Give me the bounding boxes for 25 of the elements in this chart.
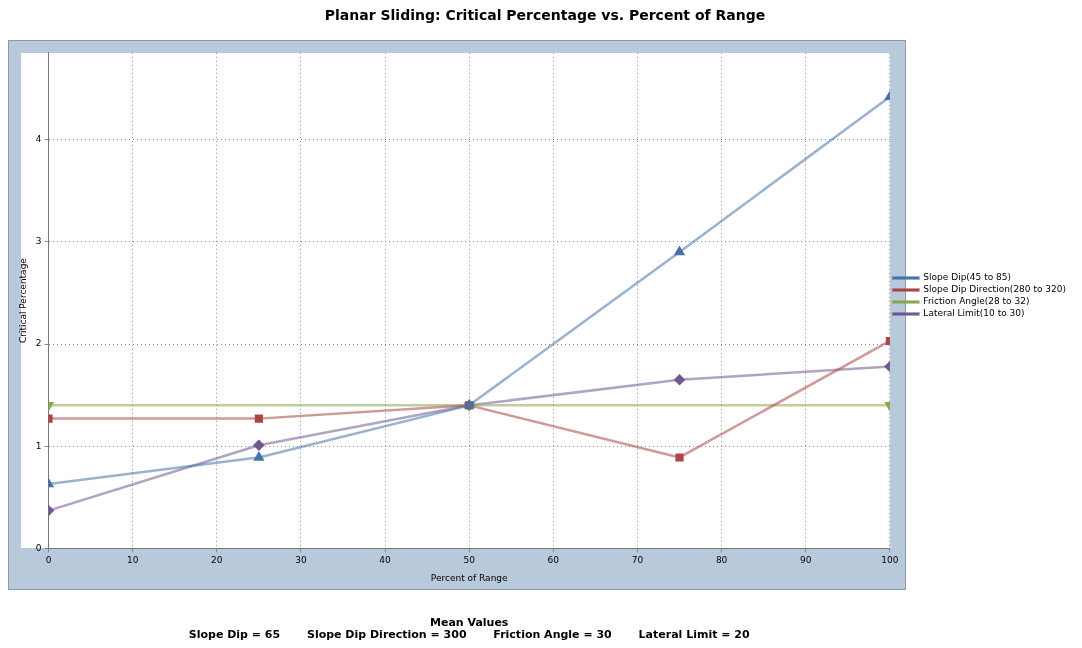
y-tick-label: 1 bbox=[35, 440, 42, 451]
x-tick-label: 30 bbox=[295, 555, 307, 566]
x-tick-label: 100 bbox=[881, 555, 899, 566]
x-tick-label: 0 bbox=[45, 555, 52, 566]
x-tick-label: 80 bbox=[715, 555, 728, 566]
x-tick-label: 60 bbox=[547, 555, 560, 566]
legend-label: Slope Dip(45 to 85) bbox=[923, 272, 1012, 283]
text: Slope Dip = 65 Slope Dip Direction = 300 Friction Angle = 30 Lateral Limit = 20 bbox=[188, 628, 750, 641]
legend-label: Lateral Limit(10 to 30) bbox=[923, 308, 1025, 319]
text: Mean Values bbox=[429, 616, 509, 629]
x-tick-label: 40 bbox=[379, 555, 392, 566]
x-tick-label: 50 bbox=[463, 555, 476, 566]
x-tick-label: 10 bbox=[126, 555, 139, 566]
x-axis-title: Percent of Range bbox=[430, 572, 509, 583]
y-tick-label: 4 bbox=[35, 134, 42, 144]
y-tick-label: 3 bbox=[35, 236, 42, 247]
chart-title: Planar Sliding: Critical Percentage vs. Percent of Range bbox=[324, 7, 766, 24]
x-tick-label: 70 bbox=[631, 555, 644, 566]
legend-label: Friction Angle(28 to 32) bbox=[923, 296, 1030, 307]
x-tick-label: 20 bbox=[211, 555, 223, 566]
y-tick-label: 0 bbox=[35, 542, 42, 553]
y-axis-title: Critical Percentage bbox=[17, 257, 28, 344]
x-tick-label: 90 bbox=[800, 555, 812, 566]
legend-label: Slope Dip Direction(280 to 320) bbox=[923, 284, 1067, 295]
y-tick-label: 2 bbox=[35, 338, 42, 349]
